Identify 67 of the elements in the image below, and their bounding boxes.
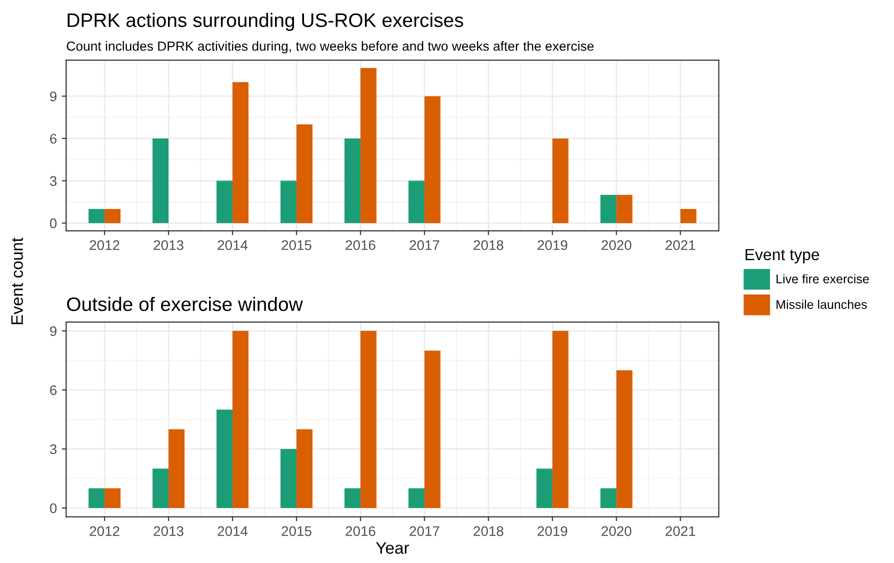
bar [344, 488, 360, 508]
bar [680, 208, 696, 224]
x-tick-label: 2020 [602, 526, 632, 536]
y-axis-title: Event count [11, 238, 23, 324]
x-tick-label: 2017 [410, 240, 440, 250]
y-tick-label: 3 [50, 444, 57, 454]
x-tick-label: 2014 [218, 240, 248, 250]
x-tick-label: 2013 [154, 526, 184, 536]
bar [296, 124, 312, 224]
x-tick-label: 2021 [666, 240, 696, 250]
bar [216, 410, 233, 508]
bar [104, 488, 121, 508]
bar [424, 96, 440, 224]
y-tick-label: 9 [50, 326, 56, 336]
bar [600, 488, 616, 508]
bar [616, 370, 632, 508]
bar [88, 208, 105, 224]
bar [152, 468, 169, 508]
bar [552, 330, 568, 508]
bar [552, 138, 568, 224]
bar [536, 468, 552, 508]
y-tick-label: 3 [50, 176, 57, 186]
legend-label: Live fire exercise [776, 274, 869, 284]
bar [360, 68, 376, 224]
legend-title: Event type [746, 249, 820, 264]
x-tick-label: 2018 [474, 240, 504, 250]
x-tick-label: 2016 [346, 526, 376, 536]
y-tick-label: 0 [50, 503, 57, 514]
x-tick-label: 2020 [602, 240, 632, 250]
y-tick-label: 9 [50, 92, 56, 102]
bar [280, 180, 296, 224]
bar [296, 429, 312, 508]
chart-subtitle: Count includes DPRK activities during, two weeks before and two weeks after the exercise [66, 41, 594, 54]
x-tick-label: 2013 [154, 240, 184, 250]
x-tick-label: 2016 [346, 240, 376, 250]
x-tick-label: 2019 [538, 526, 568, 536]
x-tick-label: 2021 [666, 526, 696, 536]
bar [360, 330, 376, 508]
bar [104, 208, 121, 224]
bar [168, 429, 185, 508]
bar [424, 350, 440, 508]
x-tick-label: 2019 [538, 240, 568, 250]
x-tick-label: 2015 [282, 240, 312, 250]
bar [408, 488, 424, 508]
bar [232, 82, 249, 224]
x-axis-title: Year [376, 542, 410, 554]
bar [344, 138, 360, 224]
x-tick-label: 2017 [410, 526, 440, 536]
x-tick-label: 2015 [282, 526, 312, 536]
bar [216, 180, 233, 224]
legend-label: Missile launches [776, 300, 867, 309]
bar [88, 488, 105, 508]
bar [280, 448, 296, 508]
bar [616, 194, 632, 224]
y-tick-label: 6 [50, 385, 57, 396]
bar [152, 138, 169, 224]
y-tick-label: 6 [50, 134, 57, 144]
x-tick-label: 2012 [90, 240, 120, 250]
bar [600, 194, 616, 224]
chart-title: DPRK actions surrounding US-ROK exercises [68, 12, 464, 31]
x-tick-label: 2014 [218, 526, 248, 536]
chart-title: Outside of exercise window [67, 296, 303, 312]
bar [232, 330, 249, 508]
x-tick-label: 2012 [90, 526, 120, 536]
x-tick-label: 2018 [474, 526, 504, 536]
y-tick-label: 0 [50, 218, 57, 228]
bar [408, 180, 424, 224]
